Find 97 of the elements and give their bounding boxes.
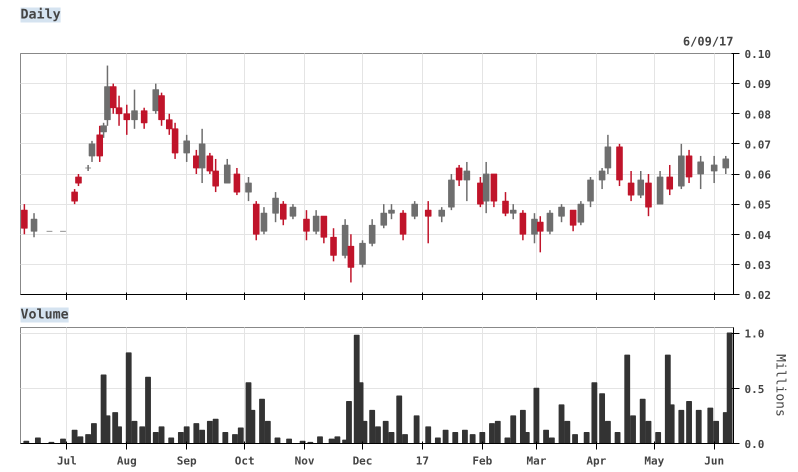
bar — [425, 426, 432, 444]
bar — [726, 332, 733, 444]
x-tick-label: Aug — [116, 454, 137, 468]
bar — [286, 438, 292, 444]
candlestick — [520, 209, 526, 242]
candlestick — [359, 240, 366, 268]
x-tick-label: May — [644, 454, 665, 468]
candlestick — [21, 203, 28, 235]
y-tick-label: 0.06 — [744, 168, 772, 182]
y-tick-label: 0.03 — [744, 258, 771, 272]
x-tick-label: Mar — [526, 454, 547, 468]
y-tick-label: 0.04 — [744, 228, 772, 242]
candlestick — [245, 176, 252, 202]
candlestick — [628, 170, 634, 202]
bar — [34, 437, 41, 444]
candlestick — [424, 200, 432, 244]
bar — [222, 432, 228, 444]
candlestick — [183, 134, 190, 163]
candlestick — [536, 215, 544, 254]
bar — [533, 388, 540, 444]
candlestick — [578, 200, 584, 226]
bar — [696, 410, 702, 444]
candlestick — [686, 149, 692, 184]
bar — [614, 432, 620, 444]
candlestick — [88, 140, 96, 163]
candlestick — [477, 176, 484, 208]
x-tick-label: Sep — [176, 454, 197, 468]
bar — [414, 415, 420, 444]
bar — [686, 401, 692, 444]
x-tick-label: Nov — [294, 454, 315, 468]
candlestick — [140, 106, 148, 130]
y-tick-label: 0.08 — [744, 108, 771, 122]
candlestick — [30, 212, 38, 238]
candlestick — [312, 209, 320, 235]
y-tick-label: 1.0 — [744, 328, 764, 341]
bar — [678, 410, 684, 444]
chart-title: Volume — [20, 308, 69, 322]
candlestick — [75, 173, 82, 187]
candlestick — [666, 164, 674, 196]
chart-title: Daily — [20, 8, 61, 22]
candlestick — [280, 200, 287, 226]
x-tick-label: Oct — [234, 454, 255, 468]
bar — [452, 432, 458, 444]
candlestick — [224, 158, 231, 184]
candlestick — [348, 234, 354, 284]
bar — [60, 438, 66, 444]
text: 6/09/17 — [682, 34, 734, 48]
candlestick — [131, 88, 138, 130]
candlestick — [152, 82, 160, 114]
x-tick-label: Jul — [56, 454, 77, 468]
x-tick-label: Jun — [704, 454, 724, 468]
bar — [520, 410, 526, 444]
y-tick-label: 0.5 — [744, 382, 764, 396]
candlestick — [510, 203, 517, 220]
candlestick — [368, 218, 376, 248]
candlestick — [722, 155, 730, 175]
y-tick-label: 0.10 — [744, 48, 771, 61]
x-tick-label: 17 — [416, 454, 430, 468]
y-tick-label: 0.07 — [744, 138, 771, 152]
candlestick — [411, 200, 418, 220]
candlestick — [531, 212, 538, 244]
x-tick-label: Feb — [472, 454, 493, 468]
candlestick — [570, 209, 576, 232]
candlestick — [456, 164, 462, 187]
bar — [572, 434, 578, 444]
bar — [584, 432, 590, 444]
x-tick-label: Dec — [352, 454, 372, 468]
candlestick — [502, 191, 509, 217]
candlestick — [272, 191, 279, 223]
candlestick — [320, 215, 328, 244]
candlestick — [330, 227, 337, 262]
y-tick-label: 0.09 — [744, 78, 771, 92]
candlestick — [260, 206, 268, 235]
y-tick-label: 0.02 — [744, 289, 771, 302]
candlestick — [710, 155, 718, 184]
candlestick — [193, 149, 200, 175]
candlestick — [464, 161, 470, 202]
candlestick — [587, 176, 594, 208]
candlestick — [96, 125, 104, 163]
candlestick — [303, 209, 310, 242]
candlestick — [558, 203, 565, 223]
candlestick — [546, 209, 554, 235]
y-tick-label: 0.0 — [744, 438, 764, 451]
bar — [317, 436, 323, 444]
y-axis-title: Millions — [772, 354, 788, 417]
bar — [655, 432, 662, 444]
bar — [346, 401, 352, 444]
bar — [274, 437, 280, 444]
candlestick — [697, 155, 704, 190]
candlestick — [234, 167, 240, 196]
candlestick — [400, 209, 406, 242]
x-tick-label: Apr — [586, 454, 607, 468]
candlestick — [71, 188, 78, 205]
candlestick — [637, 170, 644, 199]
candlestick — [290, 203, 296, 220]
candlestick — [438, 206, 446, 223]
y-tick-label: 0.05 — [744, 198, 771, 212]
